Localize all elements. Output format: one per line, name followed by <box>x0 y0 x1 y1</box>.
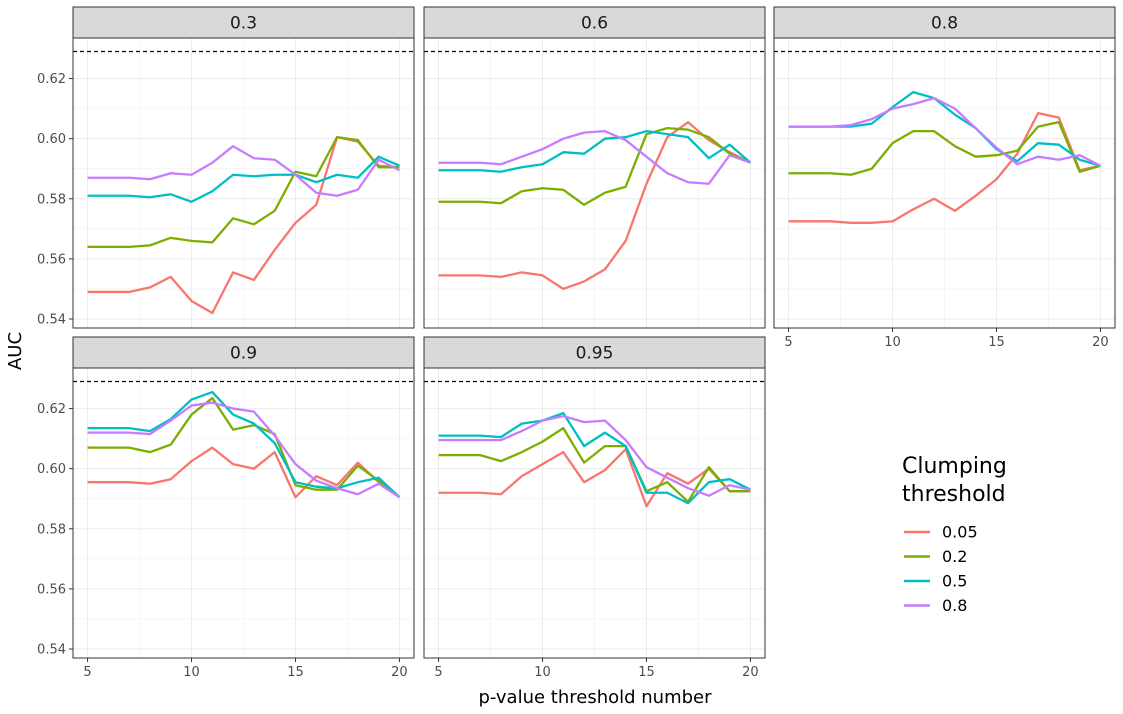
panel-border <box>72 367 415 659</box>
series-line-0.05 <box>788 111 1101 224</box>
strip-label: 0.95 <box>576 344 614 364</box>
panel-0.3: 0.3 0.54 0.56 0.58 0.60 0.62 <box>37 6 415 329</box>
strip-background <box>72 336 415 369</box>
x-tick-label: 10 <box>534 665 551 680</box>
panel-0.6: 0.6 <box>423 6 766 329</box>
y-tick-label: 0.56 <box>37 582 66 597</box>
legend-label: 0.2 <box>942 547 967 566</box>
strip-background <box>773 6 1116 39</box>
x-tick-label: 5 <box>434 665 442 680</box>
y-tick-label: 0.58 <box>37 522 66 537</box>
x-tick-label: 15 <box>287 665 304 680</box>
panel-0.8: 0.8 5 10 15 20 <box>773 6 1116 350</box>
strip-background <box>72 6 415 39</box>
legend-title-line-1: Clumping <box>902 454 1007 479</box>
x-tick-label: 5 <box>83 665 91 680</box>
series-line-0.2 <box>87 396 401 499</box>
series-line-0.8 <box>788 96 1101 167</box>
y-tick-label: 0.62 <box>37 402 66 417</box>
legend: Clumping threshold 0.05 0.2 0.5 0.8 <box>902 454 1014 615</box>
series-line-0.8 <box>87 145 400 197</box>
series-line-0.5 <box>87 155 400 203</box>
y-tick-label: 0.54 <box>37 642 66 657</box>
y-tick-label: 0.54 <box>37 312 66 327</box>
x-axis-title: p-value threshold number <box>478 687 712 708</box>
y-tick-label: 0.60 <box>37 462 66 477</box>
y-tick-label: 0.56 <box>37 252 66 267</box>
series-line-0.05 <box>87 446 401 499</box>
series-line-0.5 <box>87 390 401 499</box>
panel-border <box>423 367 766 659</box>
y-tick-label: 0.62 <box>37 72 66 87</box>
series-line-0.05 <box>438 447 751 508</box>
x-tick-label: 20 <box>742 665 759 680</box>
x-tick-label: 20 <box>391 665 408 680</box>
series-line-0.5 <box>438 130 752 173</box>
series-line-0.8 <box>438 414 751 497</box>
legend-title-line-2: threshold <box>902 482 1006 507</box>
strip-label: 0.9 <box>230 344 257 364</box>
legend-items: 0.05 0.2 0.5 0.8 <box>904 523 978 615</box>
panel-0.95: 0.95 5 10 15 20 <box>423 336 766 680</box>
legend-item-0.5: 0.5 <box>904 572 967 591</box>
series-line-0.2 <box>438 127 751 206</box>
legend-item-0.8: 0.8 <box>904 596 967 615</box>
panel-border <box>773 37 1116 329</box>
strip-background <box>423 6 766 39</box>
legend-title: Clumping threshold <box>902 454 1014 507</box>
x-tick-label: 15 <box>988 335 1005 350</box>
x-tick-label: 10 <box>183 665 200 680</box>
legend-label: 0.05 <box>942 523 978 542</box>
x-tick-label: 20 <box>1092 335 1109 350</box>
legend-item-0.05: 0.05 <box>904 523 978 542</box>
y-tick-label: 0.58 <box>37 192 66 207</box>
series-line-0.2 <box>87 136 400 249</box>
legend-label: 0.8 <box>942 596 967 615</box>
series-line-0.05 <box>438 121 751 291</box>
y-axis-title: AUC <box>5 332 26 370</box>
strip-label: 0.6 <box>581 14 608 34</box>
strip-label: 0.8 <box>931 14 958 34</box>
x-tick-label: 5 <box>784 335 792 350</box>
series-line-0.2 <box>788 121 1101 176</box>
panel-border <box>72 37 415 329</box>
strip-background <box>423 336 766 369</box>
series-line-0.8 <box>438 130 751 185</box>
panels-layer: 0.30.540.560.580.600.620.6 0.85 10 15 200.90… <box>37 6 1116 680</box>
series-line-0.2 <box>438 426 751 503</box>
x-tick-label: 10 <box>884 335 901 350</box>
panel-border <box>423 37 766 329</box>
x-tick-label: 15 <box>638 665 655 680</box>
strip-label: 0.3 <box>230 14 257 34</box>
y-tick-label: 0.60 <box>37 132 66 147</box>
legend-item-0.2: 0.2 <box>904 547 967 566</box>
panel-0.9: 0.9 0.54 0.56 0.58 0.60 0.62 5 10 15 20 <box>37 336 415 680</box>
legend-label: 0.5 <box>942 572 967 591</box>
series-line-0.8 <box>87 401 401 499</box>
